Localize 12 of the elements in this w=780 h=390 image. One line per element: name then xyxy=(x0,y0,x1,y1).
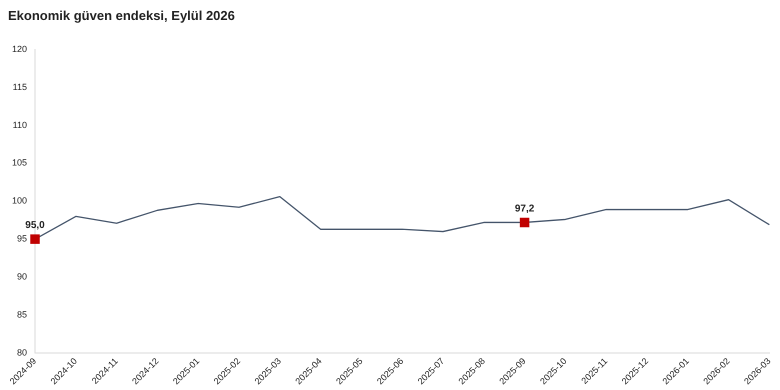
y-tick-label: 95 xyxy=(17,234,28,244)
y-tick-label: 120 xyxy=(12,44,28,54)
y-tick-label: 80 xyxy=(17,347,28,358)
data-label: 95,0 xyxy=(25,220,46,232)
y-tick-label: 90 xyxy=(17,272,28,282)
y-tick-label: 85 xyxy=(17,310,28,320)
chart-title: Ekonomik güven endeksi, Eylül 2026 xyxy=(8,8,235,23)
y-tick-label: 105 xyxy=(12,158,28,168)
y-tick-label: 100 xyxy=(12,196,28,206)
data-label: 97,2 xyxy=(514,203,535,214)
y-tick-label: 110 xyxy=(12,120,28,130)
y-tick-label: 115 xyxy=(12,82,28,92)
